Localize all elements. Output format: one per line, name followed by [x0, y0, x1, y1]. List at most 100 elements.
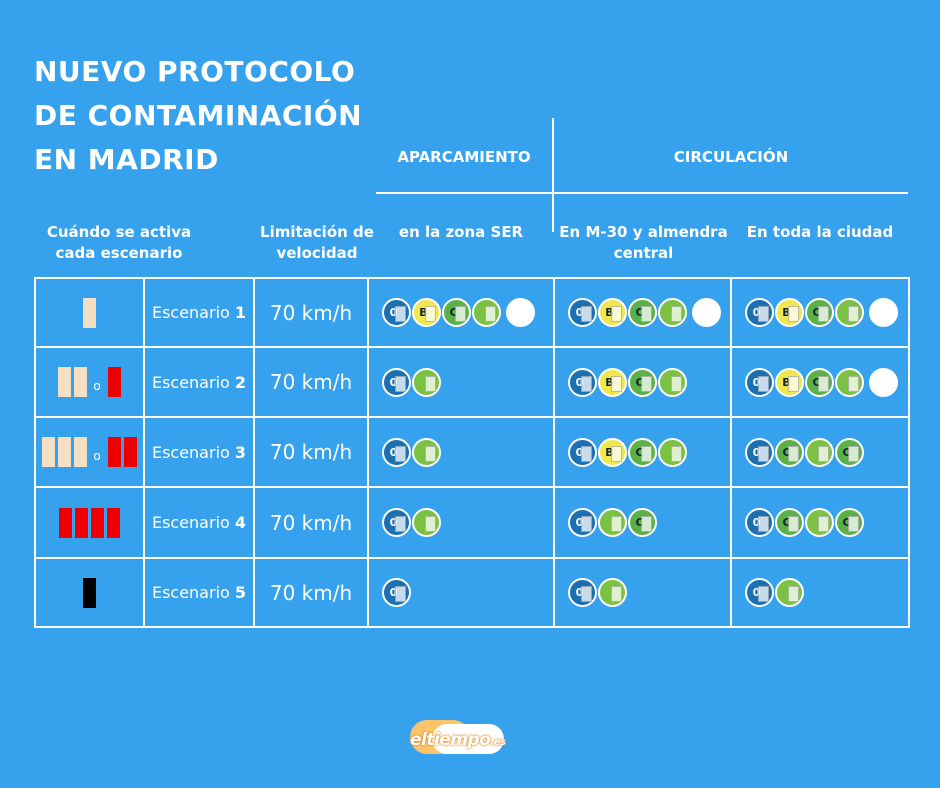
m30-cell: 0 B C — [553, 346, 732, 418]
badge-letter: 0 — [575, 375, 584, 389]
badge-list: 0 B C — [555, 437, 730, 467]
column-header-city: En toda la ciudad — [746, 223, 894, 241]
badge-card-icon — [758, 516, 769, 532]
speed-limit-cell: 70 km/h — [253, 486, 369, 559]
badge-card-icon — [818, 516, 829, 532]
badge-letter: C — [812, 306, 821, 319]
label-0-badge-icon: 0 — [382, 578, 411, 607]
label-c-badge-icon: C — [775, 437, 804, 467]
city-cell: 0 B C — [730, 277, 910, 348]
badge-card-icon — [671, 445, 682, 462]
badge-card-icon — [425, 375, 436, 392]
label-c-badge-icon: C — [775, 508, 804, 537]
label-0-badge-icon: 0 — [382, 508, 411, 537]
label-c-badge-icon: C — [628, 367, 657, 397]
badge-letter: 0 — [752, 375, 761, 389]
badge-card-icon — [395, 586, 406, 602]
badge-letter: B — [419, 306, 428, 319]
trigger-day-block-beige — [58, 437, 72, 467]
scenario-name-cell: Escenario 3 — [143, 416, 255, 488]
group-header-traffic: CIRCULACIÓN — [673, 148, 789, 166]
badge-list: 0 C C — [732, 437, 908, 467]
badge-list: 0 — [369, 367, 553, 397]
badge-card-icon — [581, 516, 592, 532]
scenario-label: Escenario — [151, 303, 230, 322]
scenario-label: Escenario — [151, 372, 230, 392]
badge-list: 0 — [732, 578, 908, 607]
badge-card-icon — [611, 516, 622, 532]
badge-card-icon — [788, 516, 799, 532]
label-0-badge-icon: 0 — [568, 508, 597, 537]
badge-card-icon — [758, 586, 769, 602]
badge-card-icon — [581, 306, 592, 322]
badge-letter: B — [605, 306, 614, 319]
no-label-badge-icon — [869, 298, 898, 327]
label-0-badge-icon: 0 — [568, 578, 597, 607]
eco-badge-icon — [598, 508, 627, 537]
label-b-badge-icon: B — [412, 298, 441, 327]
badge-list: 0 — [369, 578, 553, 607]
badge-card-icon — [788, 306, 799, 322]
badge-letter: 0 — [752, 445, 761, 459]
label-0-badge-icon: 0 — [568, 367, 597, 397]
title-line-3: EN MADRID — [34, 143, 219, 176]
scenario-number: 1 — [234, 303, 247, 322]
label-0-badge-icon: 0 — [382, 437, 411, 467]
badge-letter: B — [782, 306, 791, 319]
page-title: NUEVO PROTOCOLO DE CONTAMINACIÓN EN MADR… — [34, 50, 362, 182]
label-b-badge-icon: B — [598, 367, 627, 397]
speed-limit-cell: 70 km/h — [253, 277, 369, 348]
badge-list: 0 B C — [732, 298, 908, 327]
badge-letter: 0 — [389, 375, 398, 389]
badge-card-icon — [395, 445, 406, 462]
label-b-badge-icon: B — [598, 298, 627, 327]
badge-card-icon — [788, 375, 799, 392]
badge-list: 0 B C — [732, 367, 908, 397]
badge-card-icon — [818, 306, 829, 322]
label-c-badge-icon: C — [628, 508, 657, 537]
trigger-indicator — [36, 507, 143, 538]
badge-letter: C — [812, 375, 821, 389]
no-label-badge-icon — [692, 298, 721, 327]
badge-letter: C — [842, 445, 851, 459]
badge-letter: 0 — [752, 516, 761, 529]
badge-card-icon — [848, 375, 859, 392]
label-c-badge-icon: C — [805, 298, 834, 327]
scenario-row: o Escenario 2 70 km/h 0 0 B C 0 B C — [34, 346, 910, 418]
badge-card-icon — [425, 516, 436, 532]
badge-card-icon — [611, 306, 622, 322]
eco-badge-icon — [472, 298, 501, 327]
badge-card-icon — [581, 375, 592, 392]
speed-limit-cell: 70 km/h — [253, 346, 369, 418]
column-header-speed: Limitación de velocidad — [260, 223, 374, 262]
label-0-badge-icon: 0 — [382, 298, 411, 327]
logo-cloud-white — [432, 724, 504, 754]
badge-card-icon — [848, 516, 859, 532]
trigger-separator: o — [93, 379, 101, 393]
column-header-ser-zone: en la zona SER — [398, 223, 524, 241]
scenario-label: Escenario — [151, 442, 230, 462]
trigger-day-block-red — [91, 507, 104, 538]
badge-letter: 0 — [752, 586, 761, 599]
trigger-day-block-red — [107, 507, 120, 538]
eco-badge-icon — [835, 298, 864, 327]
no-label-badge-icon — [869, 367, 898, 397]
badge-letter: C — [782, 445, 791, 459]
label-c-badge-icon: C — [835, 437, 864, 467]
title-line-2: DE CONTAMINACIÓN — [34, 99, 363, 132]
scenario-label: Escenario — [151, 513, 230, 532]
trigger-day-block-black — [83, 577, 96, 608]
badge-letter: B — [782, 375, 791, 389]
group-header-parking: APARCAMIENTO — [397, 148, 531, 166]
ser-zone-cell: 0 — [367, 346, 555, 418]
trigger-cell: o — [34, 346, 145, 418]
badge-list: 0 — [369, 508, 553, 537]
scenario-number: 3 — [234, 442, 247, 462]
badge-letter: 0 — [389, 516, 398, 529]
label-0-badge-icon: 0 — [745, 437, 774, 467]
trigger-day-block-red — [107, 367, 121, 397]
badge-letter: C — [449, 306, 458, 319]
badge-list: 0 B C — [369, 298, 553, 327]
